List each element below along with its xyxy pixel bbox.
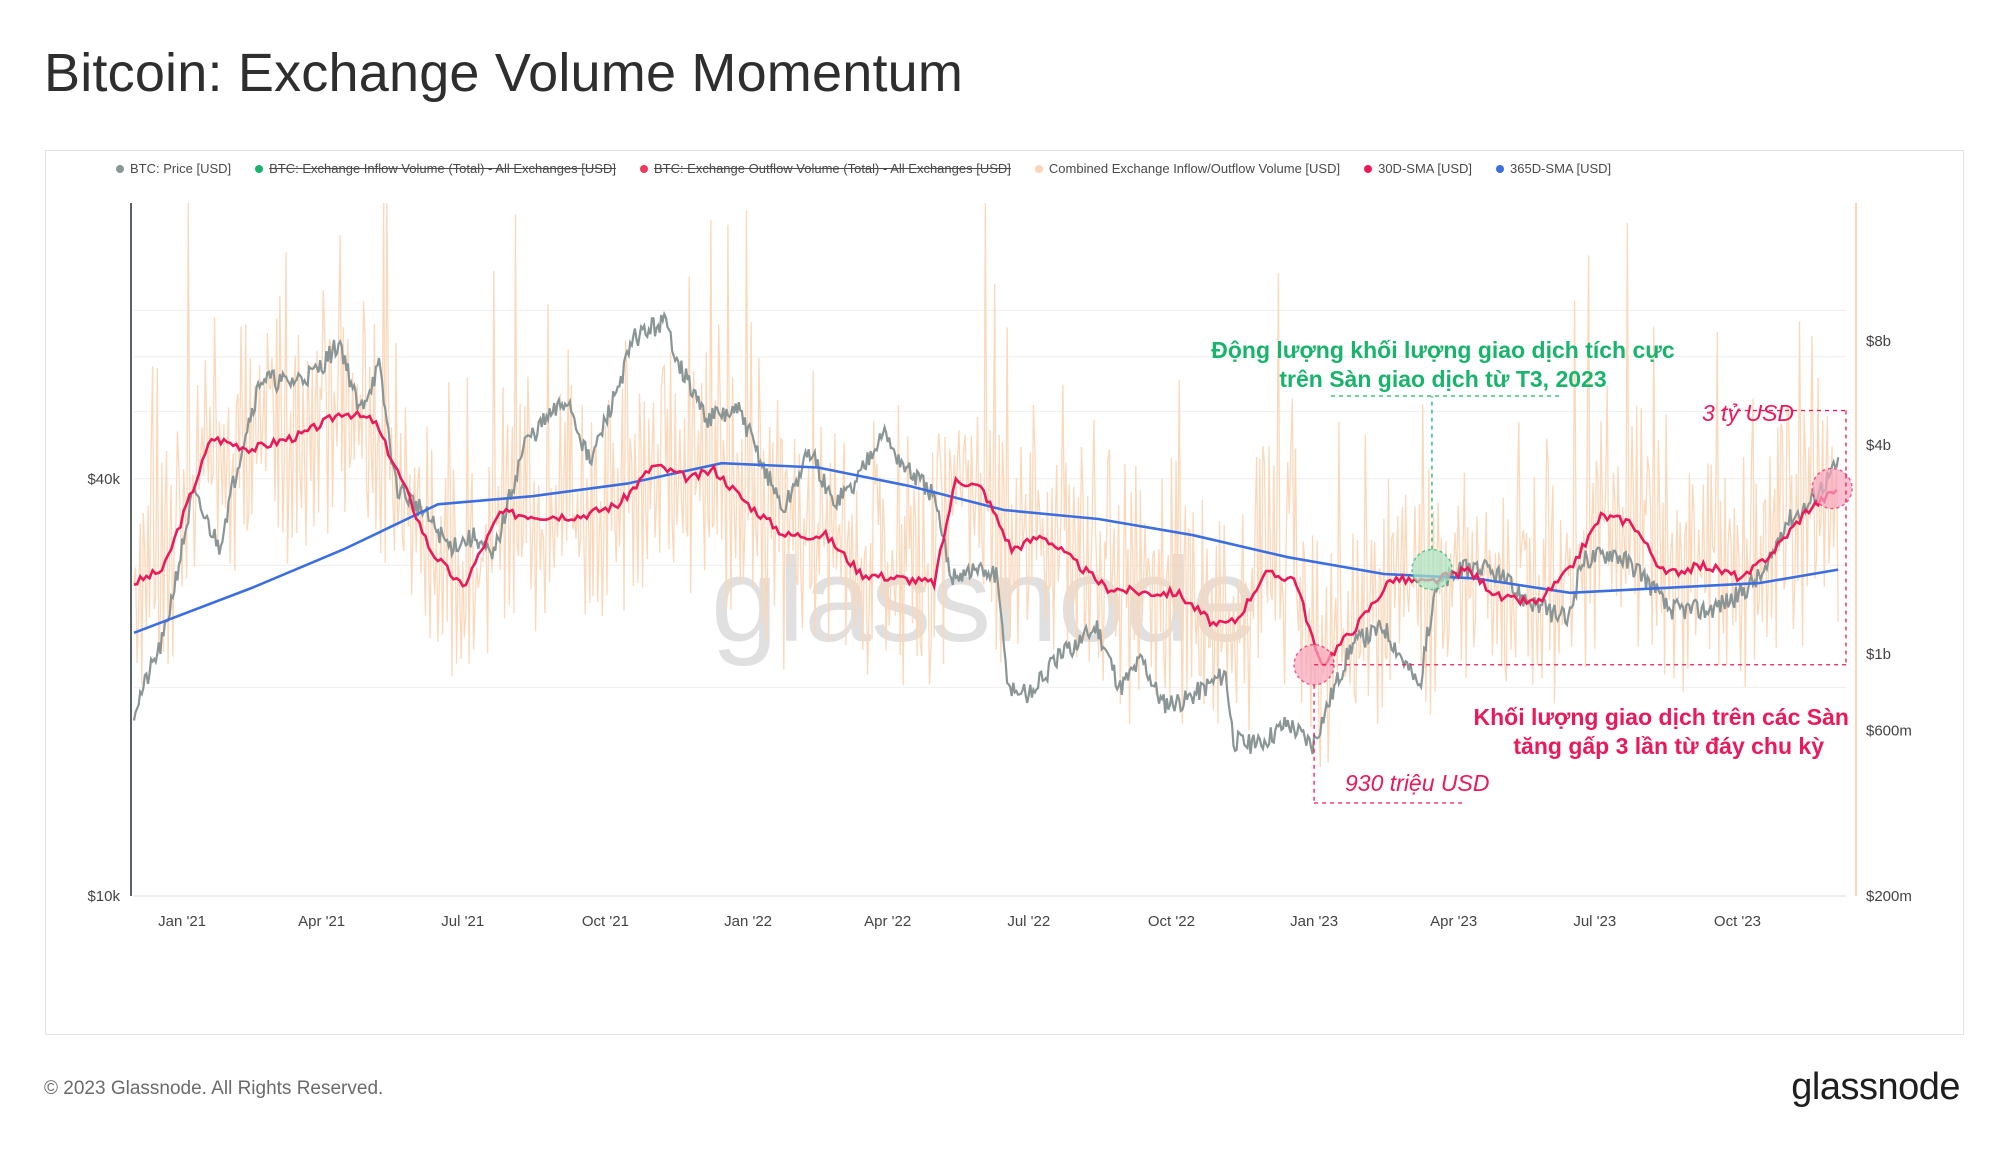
sma365-line (133, 461, 1839, 635)
legend-item-price[interactable]: BTC: Price [USD] (116, 161, 231, 176)
legend-dot-icon (1496, 164, 1505, 173)
annotation-top-value: 3 tỷ USD (1702, 400, 1794, 426)
y-left-tick-label: $40k (87, 471, 120, 488)
x-tick-label: Oct '23 (1714, 913, 1761, 930)
x-tick-label: Apr '21 (298, 913, 345, 930)
legend-dot-icon (639, 164, 648, 173)
legend-dot-icon (1034, 164, 1043, 173)
y-right-tick-label: $600m (1866, 723, 1912, 740)
footer-copyright: © 2023 Glassnode. All Rights Reserved. (44, 1078, 384, 1099)
legend-dot-icon (116, 164, 124, 173)
legend-label: 365D-SMA [USD] (1510, 161, 1612, 176)
legend-label: BTC: Exchange Outflow Volume (Total) - A… (653, 161, 1011, 176)
y-right-tick-label: $4b (1866, 437, 1891, 454)
y-left-tick-label: $10k (87, 888, 120, 905)
annotation-green-line1: Động lượng khối lượng giao dịch tích cực (1211, 337, 1675, 363)
annotation-red-line1: Khối lượng giao dịch trên các Sàn (1473, 704, 1849, 730)
legend-item-inflow[interactable]: BTC: Exchange Inflow Volume (Total) - Al… (255, 161, 616, 176)
x-tick-label: Jan '22 (724, 913, 772, 930)
x-tick-label: Jul '21 (441, 913, 484, 930)
chart-frame: BTC: Price [USD] BTC: Exchange Inflow Vo… (45, 150, 1964, 1035)
legend-item-sma30[interactable]: 30D-SMA [USD] (1364, 161, 1472, 176)
combined-volume-line (133, 202, 1839, 768)
annotation-bottom-value: 930 triệu USD (1345, 770, 1489, 796)
x-tick-label: Jul '23 (1573, 913, 1616, 930)
y-right-tick-label: $1b (1866, 646, 1891, 663)
y-right-tick-label: $200m (1866, 888, 1912, 905)
annotation-markers (1293, 395, 1853, 804)
high-marker-circle (1811, 467, 1853, 510)
legend-label: Combined Exchange Inflow/Outflow Volume … (1048, 161, 1341, 176)
sma30-line (133, 409, 1838, 667)
legend-dot-icon (255, 164, 264, 173)
chart-legend: BTC: Price [USD] BTC: Exchange Inflow Vo… (116, 161, 1611, 176)
annotation-red-line2: tăng gấp 3 lần từ đáy chu kỳ (1513, 733, 1824, 759)
legend-item-combined[interactable]: Combined Exchange Inflow/Outflow Volume … (1034, 161, 1341, 176)
x-tick-label: Oct '22 (1148, 913, 1195, 930)
legend-item-outflow[interactable]: BTC: Exchange Outflow Volume (Total) - A… (639, 161, 1011, 176)
legend-item-sma365[interactable]: 365D-SMA [USD] (1496, 161, 1611, 176)
x-tick-label: Apr '22 (864, 913, 911, 930)
annotation-green-line2: trên Sàn giao dịch từ T3, 2023 (1279, 366, 1606, 392)
legend-label: BTC: Exchange Inflow Volume (Total) - Al… (269, 161, 616, 176)
momentum-marker-circle (1411, 548, 1453, 591)
x-tick-label: Oct '21 (582, 913, 629, 930)
x-tick-label: Jul '22 (1007, 913, 1050, 930)
brand-logo: glassnode (1791, 1066, 1960, 1108)
x-tick-label: Jan '21 (158, 913, 206, 930)
axes: Jan '21 Apr '21 Jul '21 Oct '21 Jan '22 Apr '… (87, 203, 1912, 930)
page-title: Bitcoin: Exchange Volume Momentum (44, 43, 964, 103)
chart-plot: glassnode Jan '21 Apr '21 Jul '21 Oct '21 Ja… (87, 202, 1912, 930)
x-tick-label: Apr '23 (1430, 913, 1477, 930)
series-lines (132, 310, 1840, 755)
legend-dot-icon (1364, 164, 1373, 173)
y-right-tick-label: $8b (1866, 333, 1891, 350)
combined-volume-band (133, 202, 1839, 768)
x-tick-label: Jan '23 (1290, 913, 1338, 930)
legend-label: 30D-SMA [USD] (1378, 161, 1473, 176)
legend-label: BTC: Price [USD] (130, 161, 232, 176)
